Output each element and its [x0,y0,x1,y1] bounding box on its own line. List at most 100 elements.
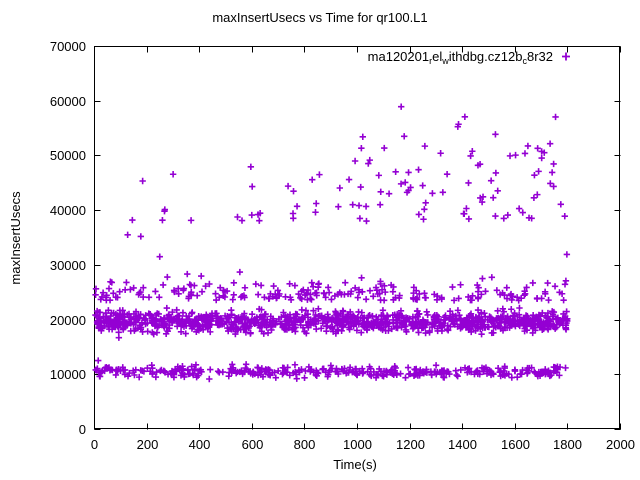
data-point-marker [349,201,356,208]
data-point-marker [198,288,206,295]
data-point-marker [455,295,462,302]
data-point-marker [450,313,457,320]
data-point-marker [198,368,205,376]
legend-series-label: ma120201relwithdbg.cz12bc8r32 [368,49,553,66]
data-point-marker [110,290,117,297]
data-point-marker [515,320,523,327]
data-point-marker [467,152,474,160]
data-point-marker [397,370,404,377]
data-point-marker [189,309,196,316]
data-point-marker [365,160,372,167]
data-point-marker [228,368,235,375]
data-point-marker [380,367,388,375]
data-point-marker [161,369,169,376]
data-point-marker [269,293,277,300]
data-point-marker [149,369,156,377]
data-point-marker [544,309,552,317]
data-point-marker [444,322,451,329]
data-point-marker [384,319,391,327]
data-point-marker [421,206,428,213]
data-point-marker [328,324,336,331]
data-point-marker [228,311,235,318]
data-point-marker [164,327,171,335]
data-point-marker [475,284,482,291]
data-point-marker [270,317,277,324]
data-point-marker [509,317,516,324]
data-point-marker [394,313,401,320]
data-point-marker [545,296,552,304]
data-point-marker [421,294,429,301]
data-point-marker [471,321,478,328]
data-point-marker [433,296,441,304]
data-point-marker [152,373,160,381]
data-point-marker [490,194,497,201]
data-point-marker [284,364,291,371]
data-point-marker [174,312,182,319]
data-point-marker [358,144,365,152]
data-point-marker [266,295,273,302]
data-point-marker [522,320,530,327]
data-point-marker [515,297,522,304]
data-point-marker [125,318,133,325]
x-axis-ticks [94,46,621,430]
data-point-marker [460,317,467,325]
data-point-marker [319,366,326,373]
data-point-marker [286,311,294,318]
data-point-marker [388,366,396,373]
data-point-marker [354,314,362,321]
data-point-marker [320,316,327,323]
data-point-marker [96,315,103,322]
data-point-marker [229,361,236,368]
data-point-marker [532,324,539,331]
data-point-marker [129,367,137,374]
y-tick-label: 20000 [50,313,86,328]
data-point-marker [334,312,341,319]
data-point-marker [563,308,570,315]
data-point-marker [511,313,519,320]
data-point-marker [230,291,237,298]
data-point-marker [550,183,557,190]
data-point-marker [411,366,418,373]
data-point-marker [257,282,265,289]
data-point-marker [474,294,482,301]
data-point-marker [383,371,391,378]
data-point-marker [325,313,332,321]
data-point-marker [327,362,335,369]
data-point-marker [96,324,104,331]
data-point-marker [404,364,412,371]
data-point-marker [493,315,501,323]
data-point-marker [304,296,311,303]
data-point-marker [446,307,454,315]
data-point-marker [272,374,280,381]
data-point-marker [546,140,554,147]
data-point-marker [534,145,541,152]
data-point-marker [482,288,489,295]
data-point-marker [191,365,199,373]
data-point-marker [184,270,191,278]
data-point-marker [472,368,480,376]
data-point-marker [291,361,299,368]
legend[interactable]: ma120201relwithdbg.cz12bc8r32 [368,49,570,66]
data-point-marker [412,314,419,322]
data-point-marker [92,291,99,298]
data-point-marker [397,180,405,188]
data-point-marker [342,279,349,286]
data-point-marker [465,293,472,301]
data-point-marker [415,166,422,173]
x-tick-label: 400 [189,437,211,452]
data-point-marker [422,199,429,207]
data-point-marker [312,311,319,319]
data-point-marker [503,370,510,377]
data-point-marker [290,215,297,222]
data-point-marker [175,318,182,325]
data-point-marker [541,149,548,156]
data-point-marker [102,294,110,301]
data-point-marker [280,309,287,316]
data-point-marker [256,217,263,224]
data-point-marker [553,324,560,331]
data-point-marker [130,284,137,292]
data-point-marker [224,312,231,320]
data-point-marker [214,321,221,329]
data-point-marker [488,274,496,281]
data-point-marker [357,183,364,191]
